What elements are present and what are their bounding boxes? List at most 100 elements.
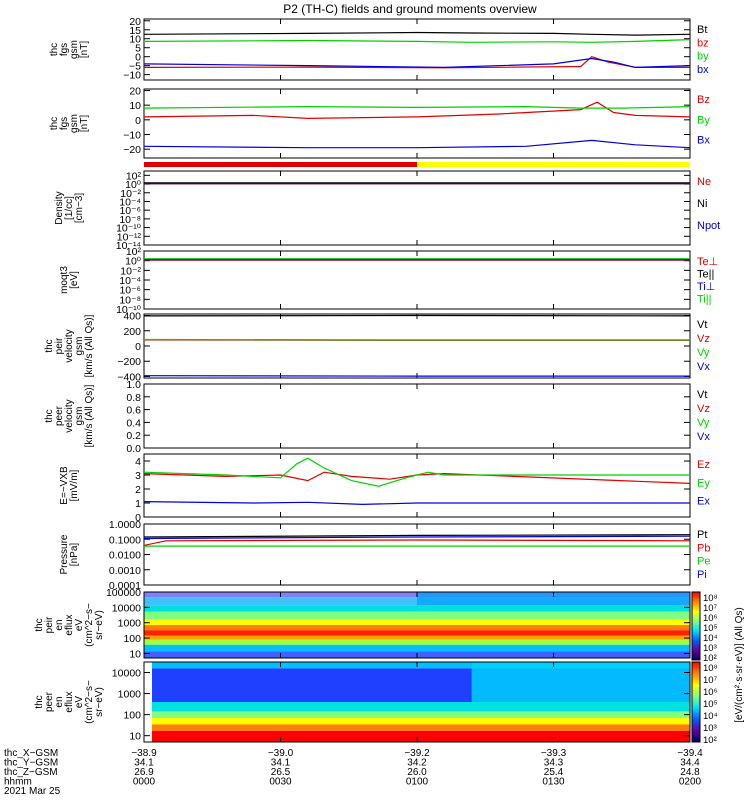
- series-line-by: [143, 39, 691, 43]
- y-axis-label: eV: [74, 619, 85, 632]
- y-tick-label: 15: [129, 25, 141, 37]
- colorbar-tick-label: 10⁵: [703, 699, 718, 710]
- y-axis-label: Density: [54, 191, 65, 224]
- legend-Vt: Vt: [697, 389, 707, 401]
- x-tick-label: 0200: [679, 777, 702, 788]
- legend-Vt: Vt: [697, 319, 707, 331]
- y-axis-label: [nPa]: [69, 543, 80, 567]
- legend-Ez: Ez: [697, 459, 710, 471]
- spectrogram-band: [144, 711, 690, 718]
- panel-frame: [143, 170, 691, 246]
- y-axis-label: gsm: [69, 40, 80, 59]
- y-axis-label: [mV/m]: [69, 469, 80, 501]
- y-tick-label: 10: [129, 100, 141, 112]
- y-axis-label: thc: [44, 339, 55, 352]
- y-tick-label: 0.1000: [109, 534, 141, 546]
- y-axis-label: peer: [44, 691, 55, 712]
- y-tick-label: 10000: [112, 602, 141, 614]
- x-tick-label: 34.3: [544, 758, 564, 769]
- panel-frame: [143, 453, 691, 518]
- legend-Vx: Vx: [697, 361, 710, 373]
- x-tick-label: 26.5: [271, 767, 291, 778]
- y-tick-label: 10⁻²: [120, 265, 141, 277]
- y-axis-label: [km/s (All Qs)]: [84, 314, 95, 377]
- series-line-Ey: [143, 457, 690, 487]
- y-tick-label: 0: [135, 52, 141, 64]
- x-tick-label: 34.1: [271, 758, 291, 769]
- series-line-bx: [143, 57, 691, 69]
- y-axis-label: gsm: [74, 337, 85, 356]
- y-axis-label: [1/cc]: [64, 196, 75, 220]
- series-line-Pi: [143, 535, 691, 540]
- y-tick-label: −200: [117, 356, 141, 368]
- legend-Ex: Ex: [697, 496, 710, 508]
- legend-Bx: Bx: [697, 135, 710, 147]
- y-tick-label: 5: [135, 43, 141, 55]
- y-tick-label: 10⁻⁴: [119, 196, 141, 208]
- y-axis-label: velocity: [64, 399, 75, 432]
- y-tick-label: 10⁻⁴: [119, 275, 141, 287]
- legend-Vy: Vy: [697, 417, 710, 429]
- spectrogram-band: [471, 662, 690, 702]
- y-tick-label: 100: [123, 710, 141, 722]
- x-tick-label: 0130: [542, 777, 565, 788]
- spectrogram-band: [144, 625, 690, 631]
- y-tick-label: 0: [135, 115, 141, 127]
- y-tick-label: 0.0010: [109, 565, 141, 577]
- x-tick-label: −39.3: [541, 748, 567, 759]
- spectrogram-band: [144, 619, 690, 625]
- x-tick-label: 34.4: [680, 758, 700, 769]
- y-tick-label: 10⁰: [125, 179, 142, 191]
- y-tick-label: 10: [129, 34, 141, 46]
- panel-10: 10000 1000 100 10 thc peer en eflux eV (cm^2−s− sr…: [34, 661, 691, 743]
- y-tick-label: 10⁻⁶: [119, 285, 141, 297]
- colorbar-tick-label: 10²: [703, 653, 717, 664]
- spectrogram-band: [144, 635, 690, 640]
- y-axis-label: en: [54, 696, 65, 707]
- panel-frame: [143, 18, 691, 81]
- y-axis-label: peir: [44, 616, 55, 633]
- legend-Vy: Vy: [697, 347, 710, 359]
- colorbar-label: [eV/(cm²·s·sr·eV)] (All Qs): [734, 607, 745, 723]
- colorbar-tick-label: 10⁴: [703, 633, 718, 644]
- y-tick-label: 10⁻¹²: [117, 231, 142, 243]
- y-tick-label: 0.0100: [109, 550, 141, 562]
- y-tick-label: 10²: [126, 246, 142, 258]
- y-tick-label: 100: [123, 633, 141, 645]
- x-tick-label: 34.2: [407, 758, 427, 769]
- colorbar-tick-label: 10⁷: [703, 675, 718, 686]
- legend-Ti⊥: Ti⊥: [697, 281, 715, 293]
- y-tick-label: 0.4: [126, 417, 141, 429]
- y-tick-label: 1.0000: [109, 519, 141, 531]
- x-tick-label: −39.0: [268, 748, 294, 759]
- spectrogram-band: [144, 630, 690, 636]
- spectrogram-band: [144, 611, 690, 620]
- y-axis-label: (cm^2−s−: [84, 603, 95, 647]
- panel-8: 1.0000 0.1000 0.0100 0.0010 0.0001 Pressure [n…: [59, 519, 710, 592]
- y-axis-label: Pressure: [59, 534, 70, 574]
- colorbar-tick-label: 10⁶: [703, 687, 718, 698]
- panel-5: 400 200 0 −200 −400 thc peir velocity gsm [km/s (…: [44, 311, 710, 384]
- panel-6: 1.00.80.60.40.20.0 thc peer velocity gsm [km/…: [44, 379, 710, 455]
- colorbar: [691, 661, 701, 743]
- y-axis-label: eflux: [64, 691, 75, 712]
- y-tick-label: 3: [135, 470, 141, 482]
- y-tick-label: 1000: [118, 618, 142, 630]
- y-tick-label: −20: [123, 144, 141, 156]
- legend-Pb: Pb: [697, 542, 710, 554]
- y-axis-label: [nT]: [79, 115, 90, 132]
- panel-2: 20 10 0 −10 −20 thc fgs gsm [nT] Bz By Bx: [49, 85, 710, 159]
- legend-Pi: Pi: [697, 569, 707, 581]
- colorbar-tick-label: 10³: [703, 723, 717, 734]
- x-axis-row-label: 2021 Mar 25: [4, 786, 61, 797]
- x-tick-label: −39.2: [404, 748, 430, 759]
- x-axis-row-label: thc_Y−GSM: [4, 758, 58, 769]
- y-axis-label: [nT]: [79, 41, 90, 58]
- y-tick-label: 10⁻⁸: [119, 294, 141, 306]
- y-tick-label: 10⁰: [125, 256, 142, 268]
- y-tick-label: −400: [117, 371, 141, 383]
- legend-Bt: Bt: [697, 24, 707, 36]
